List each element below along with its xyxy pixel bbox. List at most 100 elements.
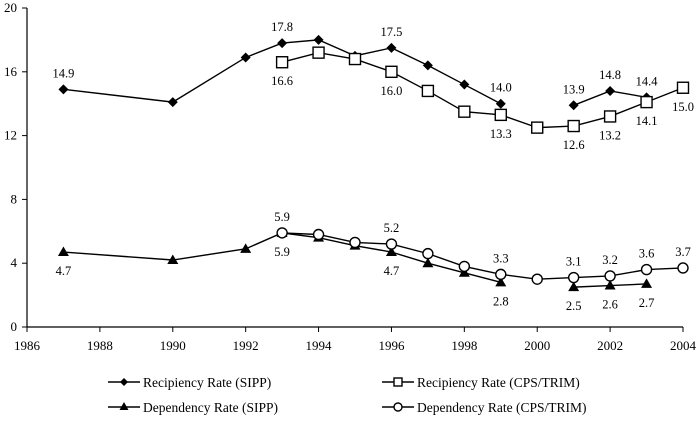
data-label: 4.7: [56, 264, 72, 278]
series-line: [282, 232, 684, 280]
data-label: 16.0: [381, 84, 403, 98]
y-tick-label: 0: [11, 319, 18, 334]
data-label: 14.4: [636, 74, 659, 88]
x-tick-label: 2004: [670, 338, 697, 353]
series-line: [281, 51, 684, 129]
y-tick-label: 4: [11, 255, 18, 270]
data-point-diamond: [568, 100, 579, 111]
data-label: 3.7: [675, 245, 691, 259]
data-point-circle: [385, 238, 398, 250]
x-tick-label: 1986: [14, 338, 41, 353]
data-point-triangle: [604, 280, 616, 290]
data-point-square: [676, 81, 690, 94]
y-tick-label: 8: [11, 191, 18, 206]
x-tick-label: 1998: [451, 338, 477, 353]
data-label: 17.5: [381, 25, 403, 39]
series-dependency-rate-cps-trim: [276, 227, 689, 285]
data-label: 2.5: [566, 299, 582, 313]
data-point-circle: [604, 270, 616, 282]
data-label: 3.6: [639, 247, 655, 261]
x-tick-label: 1990: [160, 338, 186, 353]
data-point-diamond: [313, 34, 324, 45]
data-point-triangle: [240, 243, 252, 253]
data-label: 5.9: [274, 245, 290, 259]
data-point-circle: [312, 228, 325, 241]
data-point-circle: [567, 271, 580, 284]
data-label: 2.8: [493, 294, 509, 308]
series-group: [57, 34, 690, 292]
data-point-triangle: [167, 254, 179, 265]
data-point-circle: [393, 402, 403, 412]
data-point-circle: [349, 236, 361, 249]
data-label: 5.2: [384, 221, 400, 235]
data-point-square: [275, 56, 289, 69]
data-label: 14.8: [599, 68, 621, 82]
data-labels-group: 14.9 17.8 17.5 14.0 13.9 14.8 14.4 16.6 16.0 13.3…: [53, 20, 694, 313]
data-point-triangle: [57, 246, 69, 257]
data-point-diamond: [58, 84, 69, 95]
data-point-triangle: [422, 257, 434, 268]
legend-item: Recipiency Rate (CPS/TRIM): [382, 375, 580, 390]
data-point-square: [494, 108, 507, 122]
series-recipiency-rate-sipp: [58, 34, 652, 111]
data-label: 3.2: [602, 253, 618, 267]
data-point-square: [458, 105, 471, 118]
legend-label: Recipiency Rate (CPS/TRIM): [417, 375, 580, 390]
y-tick-label: 20: [4, 0, 17, 15]
data-label: 14.0: [490, 81, 512, 95]
data-label: 13.9: [563, 82, 585, 96]
data-label: 15.0: [672, 100, 694, 114]
y-tick-label: 12: [4, 128, 17, 143]
x-tick-label: 2002: [597, 338, 623, 353]
data-point-square: [640, 95, 653, 109]
legend: Recipiency Rate (SIPP) Recipiency Rate (C…: [108, 375, 586, 415]
data-label: 13.2: [599, 128, 621, 142]
data-point-diamond: [459, 79, 470, 90]
data-point-circle: [495, 268, 507, 281]
data-point-square: [567, 119, 580, 133]
data-label: 14.1: [636, 114, 658, 128]
data-label: 17.8: [271, 20, 293, 34]
data-point-circle: [422, 247, 434, 260]
data-point-diamond: [605, 85, 616, 96]
data-point-circle: [640, 263, 653, 276]
series-line: [63, 39, 502, 105]
data-label: 4.7: [384, 264, 400, 278]
data-point-square: [393, 377, 403, 387]
data-point-circle: [531, 273, 543, 285]
data-point-diamond: [167, 97, 178, 108]
data-point-triangle: [385, 246, 397, 257]
data-point-circle: [677, 262, 689, 274]
x-tick-label: 1988: [87, 338, 113, 353]
data-point-circle: [276, 227, 288, 239]
data-point-square: [531, 121, 544, 134]
data-label: 2.6: [602, 298, 618, 312]
x-tick-label: 2000: [524, 338, 550, 353]
data-label: 14.9: [53, 66, 75, 80]
legend-item: Dependency Rate (CPS/TRIM): [382, 400, 586, 415]
data-label: 12.6: [563, 138, 585, 152]
legend-label: Dependency Rate (SIPP): [143, 400, 278, 415]
data-point-diamond: [495, 98, 506, 109]
axes: 0 4 8 12 16 20 1986 1988 1990 1992 1994 1996 1998 200…: [4, 0, 697, 353]
data-point-square: [421, 84, 435, 98]
data-label: 13.3: [490, 127, 512, 141]
legend-item: Dependency Rate (SIPP): [108, 400, 278, 415]
legend-item: Recipiency Rate (SIPP): [108, 375, 271, 390]
data-point-triangle: [641, 278, 653, 288]
legend-label: Dependency Rate (CPS/TRIM): [417, 400, 586, 415]
data-point-square: [603, 110, 617, 123]
data-point-diamond: [386, 42, 397, 53]
series-line: [63, 232, 501, 284]
data-point-triangle: [119, 402, 129, 410]
x-tick-label: 1994: [306, 338, 333, 353]
data-point-diamond: [120, 378, 128, 386]
x-tick-label: 1992: [233, 338, 259, 353]
data-label: 16.6: [271, 74, 293, 88]
series-recipiency-rate-cps-trim: [275, 46, 690, 134]
data-label: 3.1: [566, 255, 582, 269]
data-point-circle: [458, 260, 471, 273]
x-tick-label: 1996: [378, 338, 405, 353]
data-point-triangle: [568, 281, 580, 292]
